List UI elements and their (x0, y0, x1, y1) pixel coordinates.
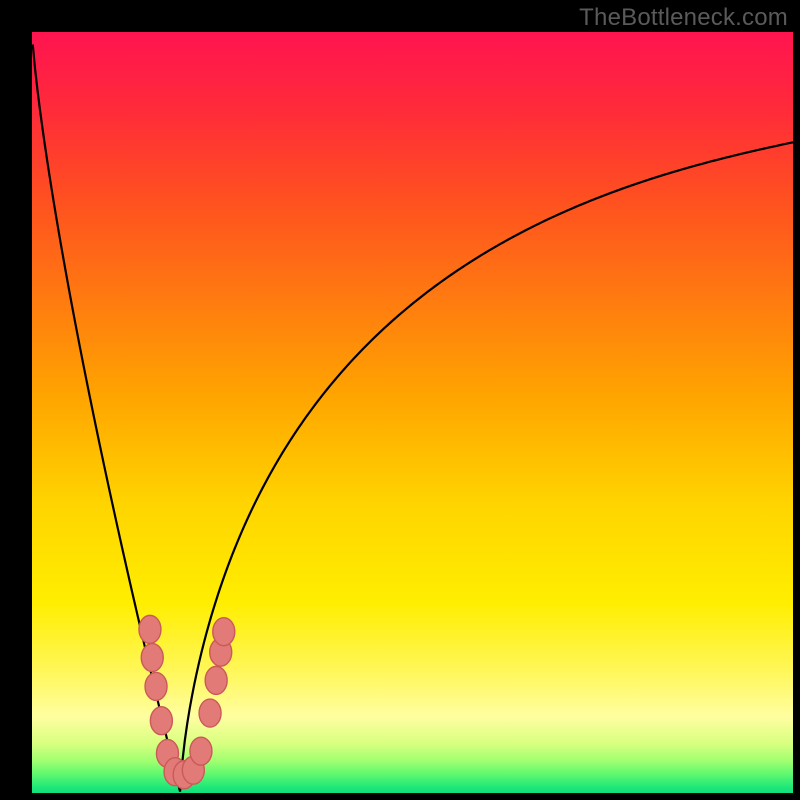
data-marker (141, 644, 163, 672)
data-marker (139, 615, 161, 643)
plot-svg (32, 32, 793, 793)
plot-area (32, 32, 793, 793)
data-marker (213, 618, 235, 646)
data-marker (150, 707, 172, 735)
data-marker (190, 737, 212, 765)
chart-canvas: TheBottleneck.com (0, 0, 800, 800)
data-marker (205, 666, 227, 694)
data-marker (199, 699, 221, 727)
data-marker (145, 672, 167, 700)
watermark-text: TheBottleneck.com (579, 4, 788, 32)
